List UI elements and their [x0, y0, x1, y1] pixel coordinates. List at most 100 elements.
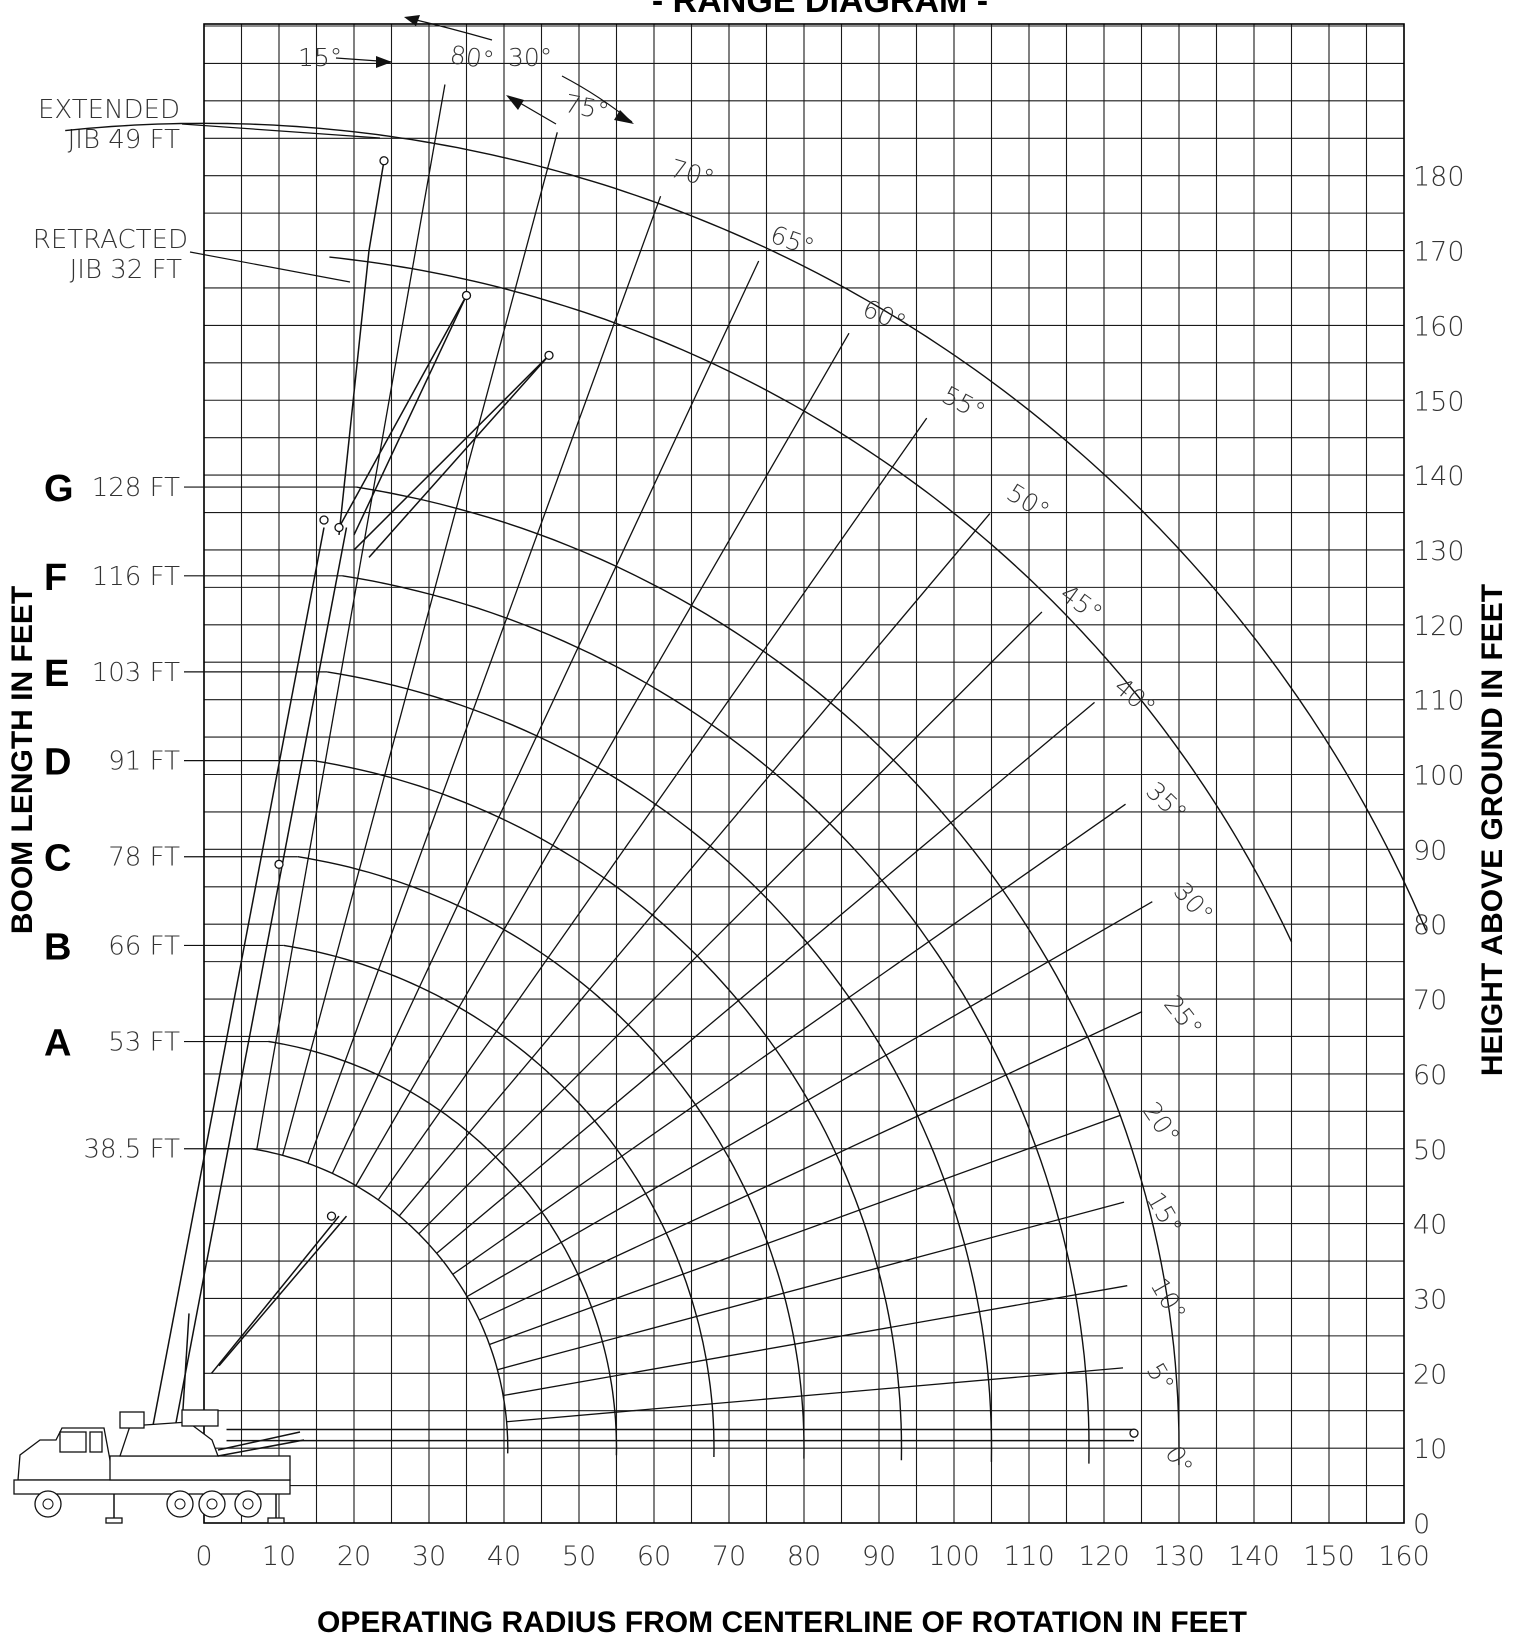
x-tick-label: 120 — [1078, 1541, 1130, 1572]
boom-angle-label: 65° — [767, 220, 819, 262]
left-axis-title: BOOM LENGTH IN FEET — [6, 586, 39, 934]
boom-section-letter: G — [44, 468, 74, 510]
y-tick-label: 50 — [1413, 1135, 1447, 1166]
boom-length-labels: 38.5 FT 53 FT A 66 FT B 78 FT C 91 FT D 103 FT E 11… — [44, 468, 357, 1165]
boom-angle-labels: 0°5°10°15°20°25°30°35°40°45°50°55°60°65°… — [448, 40, 1219, 1480]
x-tick-label: 80 — [787, 1541, 821, 1572]
boom-member — [218, 1215, 348, 1367]
boom-angle-line — [377, 417, 928, 1201]
boom-section-letter: D — [44, 742, 71, 784]
boom-sheave — [379, 156, 389, 166]
boom-angle-line — [497, 1201, 1125, 1371]
boom-length-label: 128 FT — [92, 473, 180, 503]
boom-length-label: 103 FT — [92, 658, 180, 688]
boom-length-label: 38.5 FT — [83, 1135, 180, 1165]
boom-length-label: 116 FT — [92, 562, 180, 592]
boom-angle-label: 15° — [1141, 1187, 1188, 1240]
jib-offset-30-label: 30° — [508, 43, 552, 72]
boom-sheave — [326, 1211, 337, 1221]
jib-retracted-line2: JIB 32 FT — [70, 255, 182, 285]
boom-angle-label: 75° — [562, 89, 611, 127]
boom-sheave — [544, 350, 554, 360]
jib-retracted-leader — [189, 251, 351, 283]
boom-member — [353, 295, 468, 536]
crane-boom — [150, 156, 1139, 1442]
x-tick-label: 70 — [712, 1541, 746, 1572]
x-tick-label: 60 — [637, 1541, 671, 1572]
boom-angle-label: 10° — [1145, 1273, 1192, 1326]
jib-arc — [329, 256, 1293, 943]
boom-angle-line — [489, 1114, 1121, 1346]
boom-member — [338, 250, 370, 536]
diagram-title: - RANGE DIAGRAM - — [652, 0, 988, 20]
jib-offset-15-label: 15° — [298, 43, 342, 72]
boom-sheave — [461, 290, 472, 301]
boom-angle-line — [506, 1367, 1124, 1423]
boom-angle-line — [398, 513, 991, 1217]
boom-angle-label: 50° — [1002, 478, 1055, 526]
boom-length-arcs — [251, 486, 1180, 1466]
boom-angle-lines — [256, 84, 1153, 1423]
boom-angle-label: 30° — [1168, 877, 1219, 929]
boom-angle-line — [355, 332, 850, 1186]
y-tick-label: 30 — [1413, 1284, 1447, 1315]
y-tick-label: 170 — [1413, 237, 1465, 268]
boom-angle-label: 70° — [667, 154, 718, 194]
boom-angle-label: 55° — [937, 380, 990, 426]
x-tick-label: 160 — [1378, 1541, 1430, 1572]
boom-member — [150, 527, 325, 1434]
x-tick-label: 110 — [1003, 1541, 1055, 1572]
y-tick-label: 120 — [1413, 611, 1465, 642]
y-tick-label: 90 — [1413, 835, 1447, 866]
y-tick-label: 0 — [1413, 1509, 1430, 1540]
boom-length-label: 78 FT — [108, 843, 180, 873]
boom-angle-line — [281, 132, 558, 1156]
y-tick-label: 160 — [1413, 311, 1465, 342]
y-tick-label: 80 — [1413, 910, 1447, 941]
x-tick-label: 90 — [862, 1541, 896, 1572]
boom-angle-line — [503, 1285, 1128, 1397]
y-tick-label: 10 — [1413, 1434, 1447, 1465]
boom-angle-line — [331, 260, 760, 1174]
boom-sheave — [319, 515, 329, 525]
y-tick-label: 140 — [1413, 461, 1465, 492]
boom-section-letter: A — [44, 1023, 71, 1065]
boom-angle-line — [256, 84, 446, 1150]
jib-extended-line2: JIB 49 FT — [68, 125, 180, 155]
boom-section-letter: C — [44, 838, 71, 880]
boom-length-label: 53 FT — [108, 1028, 180, 1058]
boom-member — [353, 354, 550, 551]
boom-angle-line — [418, 611, 1043, 1235]
x-tick-labels: 0 10 20 30 40 50 60 70 80 90 100 110 120 130 140 150 160 — [195, 1541, 1429, 1572]
boom-member — [368, 160, 385, 251]
x-tick-label: 50 — [562, 1541, 596, 1572]
boom-angle-label: 25° — [1158, 990, 1208, 1043]
x-tick-label: 100 — [928, 1541, 980, 1572]
x-tick-label: 10 — [262, 1541, 296, 1572]
boom-angle-line — [452, 803, 1126, 1275]
y-tick-label: 150 — [1413, 386, 1465, 417]
boom-angle-label: 35° — [1140, 776, 1192, 828]
jib-retracted-line1: RETRACTED — [33, 225, 188, 255]
x-tick-label: 130 — [1153, 1541, 1205, 1572]
boom-member — [338, 295, 468, 528]
boom-angle-line — [466, 901, 1153, 1298]
jib-arc — [65, 122, 1427, 931]
boom-section-letter: E — [44, 653, 69, 695]
x-tick-label: 150 — [1303, 1541, 1355, 1572]
boom-sheave — [274, 859, 284, 869]
x-tick-label: 40 — [487, 1541, 521, 1572]
jib-offset-indicators: 15° 30° — [298, 15, 634, 125]
boom-angle-line — [479, 1011, 1143, 1321]
boom-section-letter: B — [44, 926, 71, 968]
boom-section-letter: F — [44, 557, 67, 599]
boom-angle-line — [436, 701, 1095, 1254]
boom-member — [368, 354, 550, 558]
y-tick-label: 20 — [1413, 1359, 1447, 1390]
chart-frame — [203, 23, 1405, 1524]
boom-arc — [251, 1148, 509, 1454]
y-tick-label: 130 — [1413, 536, 1465, 567]
y-tick-label: 60 — [1413, 1060, 1447, 1091]
boom-angle-label: 5° — [1141, 1358, 1180, 1397]
